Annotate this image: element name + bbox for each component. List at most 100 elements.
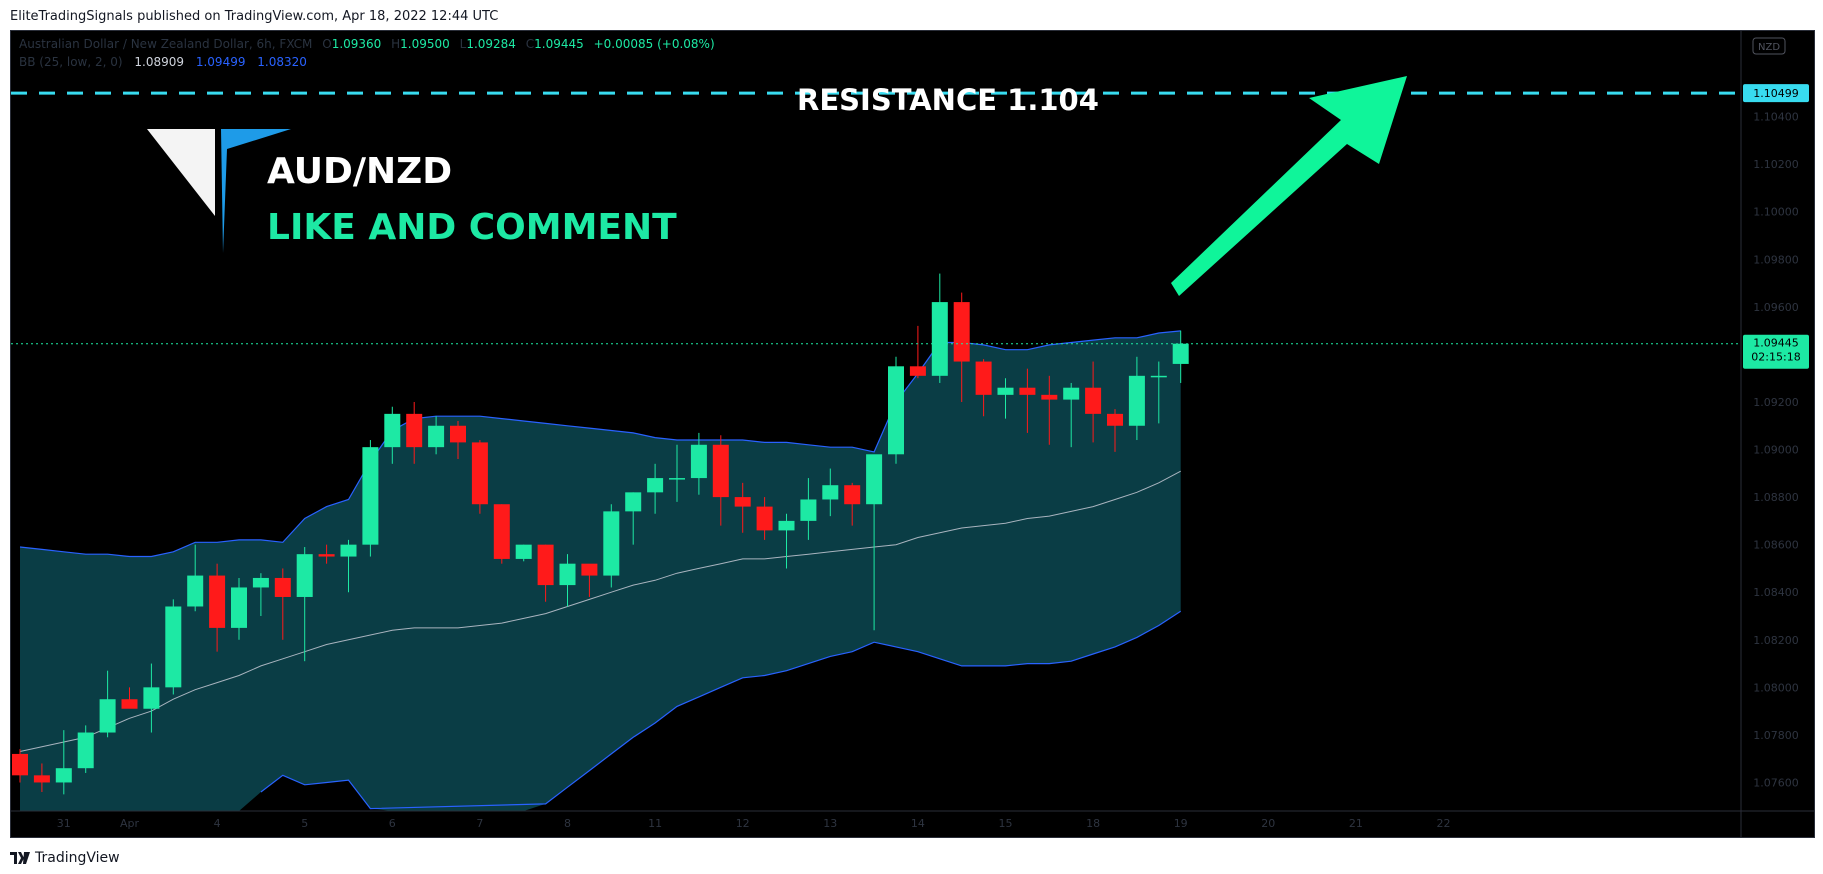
- candle-body: [756, 506, 773, 531]
- candle-body: [997, 387, 1014, 395]
- candle-body: [800, 499, 817, 521]
- candle-body: [647, 478, 664, 493]
- candle-body: [471, 442, 488, 505]
- time-tick-label: 6: [389, 817, 396, 830]
- time-tick-label: 13: [823, 817, 837, 830]
- time-tick-label: 21: [1349, 817, 1363, 830]
- candle: [362, 440, 379, 557]
- tradingview-footer[interactable]: TradingView: [10, 850, 120, 866]
- time-tick-label: 22: [1437, 817, 1451, 830]
- price-tick-label: 1.08400: [1753, 586, 1799, 599]
- candle: [1019, 368, 1036, 433]
- svg-text:1.10499: 1.10499: [1753, 87, 1799, 100]
- candle: [690, 432, 707, 495]
- price-tick-label: 1.07600: [1753, 776, 1799, 789]
- candle-body: [406, 413, 423, 448]
- candle: [888, 356, 904, 464]
- elite-trading-logo: [147, 129, 291, 253]
- candle-body: [669, 478, 685, 480]
- candle: [187, 544, 204, 612]
- candle-body: [1150, 375, 1167, 378]
- candle: [603, 504, 620, 588]
- candle: [340, 539, 357, 593]
- candle: [493, 504, 510, 564]
- bb-legend[interactable]: BB (25, low, 2, 0) 1.08909 1.09499 1.083…: [19, 55, 307, 69]
- candle: [384, 406, 401, 464]
- candle: [997, 378, 1014, 419]
- candle: [231, 577, 247, 640]
- candle-body: [690, 444, 707, 479]
- candle: [274, 568, 291, 640]
- candle-body: [931, 302, 948, 376]
- candle-body: [1128, 375, 1145, 426]
- candle-body: [581, 563, 598, 576]
- time-tick-label: 19: [1174, 817, 1188, 830]
- candle-body: [362, 447, 379, 545]
- candle: [99, 670, 116, 738]
- candle-body: [121, 699, 138, 709]
- candle: [77, 725, 94, 773]
- candle-body: [318, 554, 335, 557]
- candle-body: [165, 606, 182, 688]
- price-tick-label: 1.10400: [1753, 111, 1799, 124]
- time-tick-label: 31: [57, 817, 71, 830]
- publish-info: EliteTradingSignals published on Trading…: [10, 9, 499, 24]
- price-tick-label: 1.09200: [1753, 396, 1799, 409]
- price-tick-label: 1.10200: [1753, 158, 1799, 171]
- currency-badge[interactable]: NZD: [1752, 37, 1786, 55]
- up-arrow-icon: [1171, 76, 1407, 296]
- time-tick-label: 4: [214, 817, 221, 830]
- candle-body: [822, 485, 839, 500]
- last-price-label: 1.09445 02:15:18: [1743, 334, 1809, 369]
- candle: [909, 325, 926, 379]
- tradingview-logo-icon: [10, 852, 30, 864]
- candle: [471, 440, 488, 514]
- candle-body: [274, 577, 291, 597]
- candle: [450, 421, 466, 460]
- ohlc-legend[interactable]: Australian Dollar / New Zealand Dollar, …: [19, 37, 715, 51]
- candle-body: [1107, 413, 1123, 426]
- candle-body: [559, 563, 576, 586]
- candle: [1107, 409, 1123, 452]
- candle: [822, 468, 839, 517]
- price-tick-label: 1.08800: [1753, 491, 1799, 504]
- bb-lower-line: [260, 610, 1182, 810]
- svg-text:NZD: NZD: [1758, 42, 1780, 53]
- candle-body: [428, 425, 445, 448]
- cta-annotation: LIKE AND COMMENT: [267, 207, 677, 248]
- pair-annotation: AUD/NZD: [267, 151, 452, 192]
- candle: [866, 454, 883, 631]
- candle: [800, 478, 817, 540]
- candle: [209, 563, 226, 652]
- candle-body: [296, 554, 313, 597]
- candle-body: [975, 361, 992, 395]
- candle-body: [231, 587, 247, 628]
- candle-body: [187, 575, 204, 607]
- candle: [669, 444, 685, 502]
- candle-body: [55, 768, 72, 783]
- candle-body: [515, 544, 532, 559]
- candle-body: [340, 544, 357, 557]
- price-tick-label: 1.08000: [1753, 681, 1799, 694]
- bb-basis-line: [19, 470, 1181, 752]
- resistance-price-label: 1.10499: [1743, 84, 1809, 103]
- candle: [406, 401, 423, 464]
- candles: [12, 273, 1189, 795]
- candle-body: [866, 454, 883, 505]
- candle-body: [1172, 343, 1189, 364]
- candlestick-chart[interactable]: 1.10400 1.10200 1.10000 1.09800 1.09600 1.092…: [11, 31, 1814, 837]
- time-axis[interactable]: 31 Apr 4 5 6 7 8 11 12 13 14 15 18 19 20 21 22: [57, 817, 1451, 830]
- candle: [975, 359, 992, 417]
- candle-body: [909, 366, 926, 376]
- price-axis[interactable]: 1.10400 1.10200 1.10000 1.09800 1.09600 1.092…: [1753, 111, 1799, 790]
- bollinger-bands: [19, 330, 1182, 811]
- candle: [712, 435, 729, 526]
- candle-body: [953, 302, 970, 362]
- svg-text:1.09445: 1.09445: [1753, 337, 1799, 350]
- candle: [165, 599, 182, 695]
- candle-body: [450, 425, 466, 443]
- candle-body: [384, 413, 401, 448]
- candle-body: [1085, 387, 1102, 414]
- bb-upper-line: [19, 330, 1181, 558]
- chart-panel[interactable]: 1.10400 1.10200 1.10000 1.09800 1.09600 1.092…: [10, 30, 1815, 838]
